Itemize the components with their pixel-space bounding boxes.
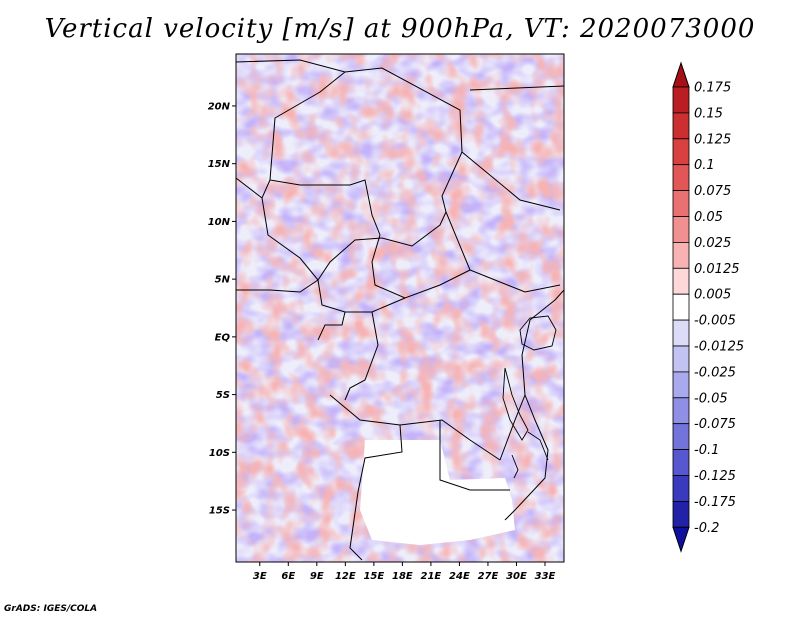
lat-label: 20N — [208, 101, 231, 112]
colorbar-swatch — [672, 293, 690, 321]
lat-label: 5S — [216, 390, 230, 401]
colorbar-bottom-arrow — [672, 526, 690, 553]
colorbar-swatch — [672, 164, 690, 191]
lat-label: EQ — [215, 332, 231, 343]
colorbar-label: -0.2 — [694, 521, 719, 536]
lon-label: 30E — [506, 571, 527, 582]
velocity-field — [236, 54, 564, 562]
colorbar-swatch — [672, 138, 690, 166]
colorbar-label: -0.175 — [694, 495, 736, 510]
lon-label: 21E — [421, 571, 442, 582]
colorbar-label: 0.075 — [694, 184, 731, 199]
colorbar-label: 0.05 — [694, 210, 723, 225]
lat-label: 10N — [208, 217, 231, 228]
colorbar-swatch — [672, 216, 690, 243]
lat-label: 5N — [215, 275, 231, 286]
colorbar-swatch — [672, 371, 690, 399]
colorbar-label: 0.15 — [694, 106, 723, 121]
lon-label: 18E — [392, 571, 413, 582]
colorbar-swatch — [672, 190, 690, 217]
colorbar-label: 0.1 — [694, 158, 715, 173]
colorbar-label: -0.075 — [694, 417, 736, 432]
colorbar-label: -0.005 — [694, 314, 736, 329]
lon-label: 24E — [449, 571, 470, 582]
lat-label: 15N — [208, 159, 231, 170]
colorbar-swatch — [672, 267, 690, 295]
lat-label: 10S — [209, 448, 230, 459]
colorbar: 0.175 0.15 0.125 0.1 0.075 0.05 0.025 0.0125 0.0… — [672, 61, 744, 553]
colorbar-label: -0.0125 — [694, 340, 744, 355]
lon-label: 6E — [281, 571, 295, 582]
lon-label: 9E — [310, 571, 324, 582]
longitude-axis: 3E 6E 9E 12E 15E 18E 21E 24E 27E 30E 33E — [253, 562, 556, 582]
colorbar-swatch — [672, 241, 690, 269]
colorbar-label: -0.125 — [694, 469, 736, 484]
lon-label: 12E — [335, 571, 356, 582]
colorbar-label: 0.0125 — [694, 262, 740, 277]
colorbar-swatch — [672, 397, 690, 425]
lakes-coastline — [502, 315, 557, 479]
colorbar-label: 0.175 — [694, 81, 731, 96]
colorbar-swatch — [672, 319, 690, 347]
lat-label: 15S — [209, 506, 230, 517]
colorbar-label: -0.05 — [694, 391, 728, 406]
colorbar-swatch — [672, 345, 690, 373]
colorbar-label: 0.005 — [694, 288, 731, 303]
lon-label: 3E — [253, 571, 267, 582]
colorbar-top-arrow — [672, 61, 690, 88]
colorbar-label: -0.025 — [694, 365, 736, 380]
lon-label: 27E — [478, 571, 499, 582]
lon-label: 15E — [363, 571, 384, 582]
country-boundaries — [236, 59, 564, 561]
colorbar-swatch — [672, 423, 690, 451]
map-title: Vertical velocity [m/s] at 900hPa, VT: 2… — [44, 14, 756, 44]
colorbar-swatch — [672, 86, 690, 114]
grads-credit: GrADS: IGES/COLA — [4, 604, 98, 614]
colorbar-swatch — [672, 500, 690, 528]
colorbar-label: 0.025 — [694, 236, 731, 251]
colorbar-label: -0.1 — [694, 443, 719, 458]
colorbar-label: 0.125 — [694, 132, 731, 147]
colorbar-swatch — [672, 112, 690, 140]
colorbar-swatch — [672, 449, 690, 476]
lon-label: 33E — [535, 571, 556, 582]
map-frame — [235, 53, 565, 563]
colorbar-swatch — [672, 475, 690, 502]
latitude-axis: 20N 15N 10N 5N EQ 5S 10S 15S — [208, 101, 236, 517]
